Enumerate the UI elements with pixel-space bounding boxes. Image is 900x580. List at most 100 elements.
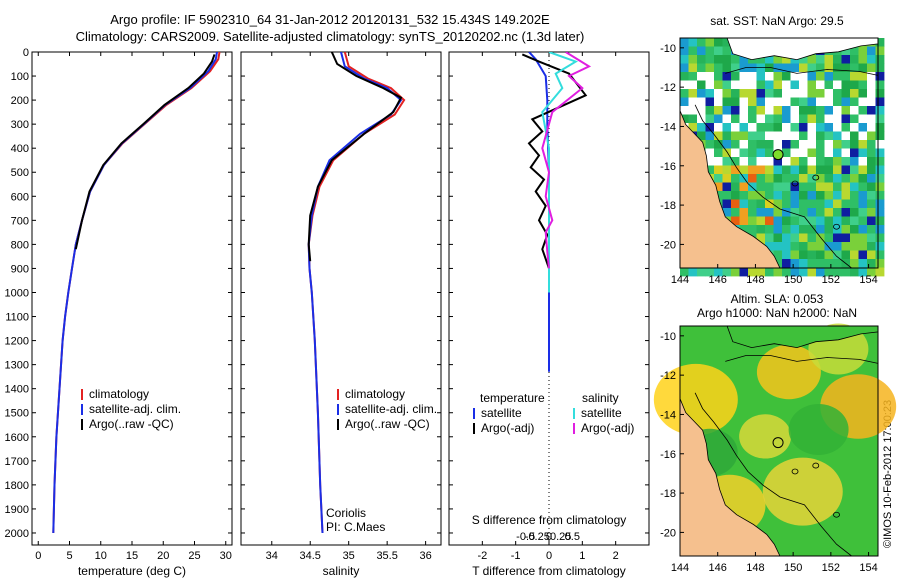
map-cell (867, 250, 876, 260)
map-cell (756, 89, 766, 98)
x-tick-label: 35 (343, 550, 355, 562)
map-cell (748, 63, 757, 73)
map-cell (722, 46, 732, 56)
map-cell (867, 63, 876, 73)
map-cell (875, 38, 885, 47)
map-reef (791, 468, 799, 475)
map-cell (807, 182, 817, 192)
map-x-tick-label: 144 (671, 274, 689, 286)
x-tick-label: 0 (546, 550, 552, 562)
annotation-text: PI: C.Maes (326, 520, 385, 534)
map-cell (765, 80, 774, 90)
map-cell (850, 80, 859, 90)
y-tick-label: 1400 (5, 384, 29, 396)
map-cell (705, 140, 715, 149)
map-cell (773, 199, 783, 209)
x-tick-label: -2 (477, 550, 487, 562)
annotation-text: Coriolis (326, 506, 366, 520)
map-cell (816, 97, 825, 107)
map-cell (731, 89, 740, 98)
map-cell (833, 63, 842, 73)
map-cell (790, 225, 800, 234)
map-cell (722, 80, 732, 90)
legend-label: satellite-adj. clim. (345, 402, 437, 416)
map-cell (773, 72, 783, 81)
map-cell (841, 208, 851, 217)
map-cell (765, 148, 774, 158)
y-tick-label: 900 (11, 263, 29, 275)
map-cell (824, 208, 834, 217)
salinity-xlabel: salinity (323, 564, 360, 578)
map-cell (697, 72, 706, 81)
map-cell (722, 148, 732, 158)
map-cell (867, 157, 876, 166)
map-cell (731, 72, 740, 81)
map-cell (799, 191, 808, 200)
map-cell (833, 174, 842, 183)
map-anomaly (756, 344, 821, 400)
map-cell (858, 267, 868, 277)
map-y-tick-label: -16 (660, 161, 676, 173)
map-cell (841, 216, 851, 226)
map-cell (841, 123, 851, 132)
map-cell (773, 233, 783, 243)
map-cell (841, 89, 851, 98)
map-cell (782, 191, 791, 200)
map-cell (739, 165, 749, 175)
map-cell (867, 191, 876, 200)
map-cell (790, 182, 800, 192)
map-cell (705, 89, 715, 98)
map-cell (756, 80, 766, 90)
map-cell (714, 140, 723, 149)
map-cell (680, 114, 689, 124)
s-tick-label: -0.5 (516, 531, 535, 543)
map-cell (850, 225, 859, 234)
map-cell (824, 106, 834, 115)
map-cell (824, 191, 834, 200)
map-y-tick-label: -18 (660, 200, 676, 212)
map-cell (790, 63, 800, 73)
map-cell (807, 131, 817, 141)
map-cell (731, 148, 740, 158)
map-cell (807, 55, 817, 64)
map-cell (816, 148, 825, 158)
map-cell (875, 259, 885, 268)
map-y-tick-label: -14 (660, 121, 676, 133)
map-cell (816, 259, 825, 268)
map-cell (799, 157, 808, 166)
map-cell (799, 55, 808, 64)
map-cell (799, 89, 808, 98)
map-cell (841, 97, 851, 107)
map-x-tick-label: 154 (859, 562, 877, 574)
map-cell (765, 165, 774, 175)
map-cell (714, 97, 723, 107)
map-cell (790, 114, 800, 124)
map-cell (739, 191, 749, 200)
x-tick-label: 30 (220, 550, 232, 562)
map-cell (807, 242, 817, 251)
map-cell (867, 174, 876, 183)
map-cell (790, 267, 800, 277)
y-tick-label: 100 (11, 71, 29, 83)
map-cell (816, 208, 825, 217)
map-cell (756, 123, 766, 132)
map-cell (765, 267, 774, 277)
map-reef (812, 174, 820, 181)
map-cell (807, 123, 817, 132)
salinity-panel: 34 34.5 35 35.5 36 salinity climatologysatelli… (240, 51, 442, 578)
map-cell (688, 123, 698, 132)
map-cell (875, 174, 885, 183)
map-cell (697, 267, 706, 277)
map-cell (739, 182, 749, 192)
map-cell (790, 123, 800, 132)
map-cell (824, 225, 834, 234)
map-y-tick-label: -20 (660, 239, 676, 251)
map-cell (739, 89, 749, 98)
map-cell (756, 140, 766, 149)
map-cell (799, 199, 808, 209)
map-cell (824, 72, 834, 81)
map-cell (722, 140, 732, 149)
map-cell (867, 131, 876, 141)
map-cell (799, 123, 808, 132)
map-cell (782, 131, 791, 141)
